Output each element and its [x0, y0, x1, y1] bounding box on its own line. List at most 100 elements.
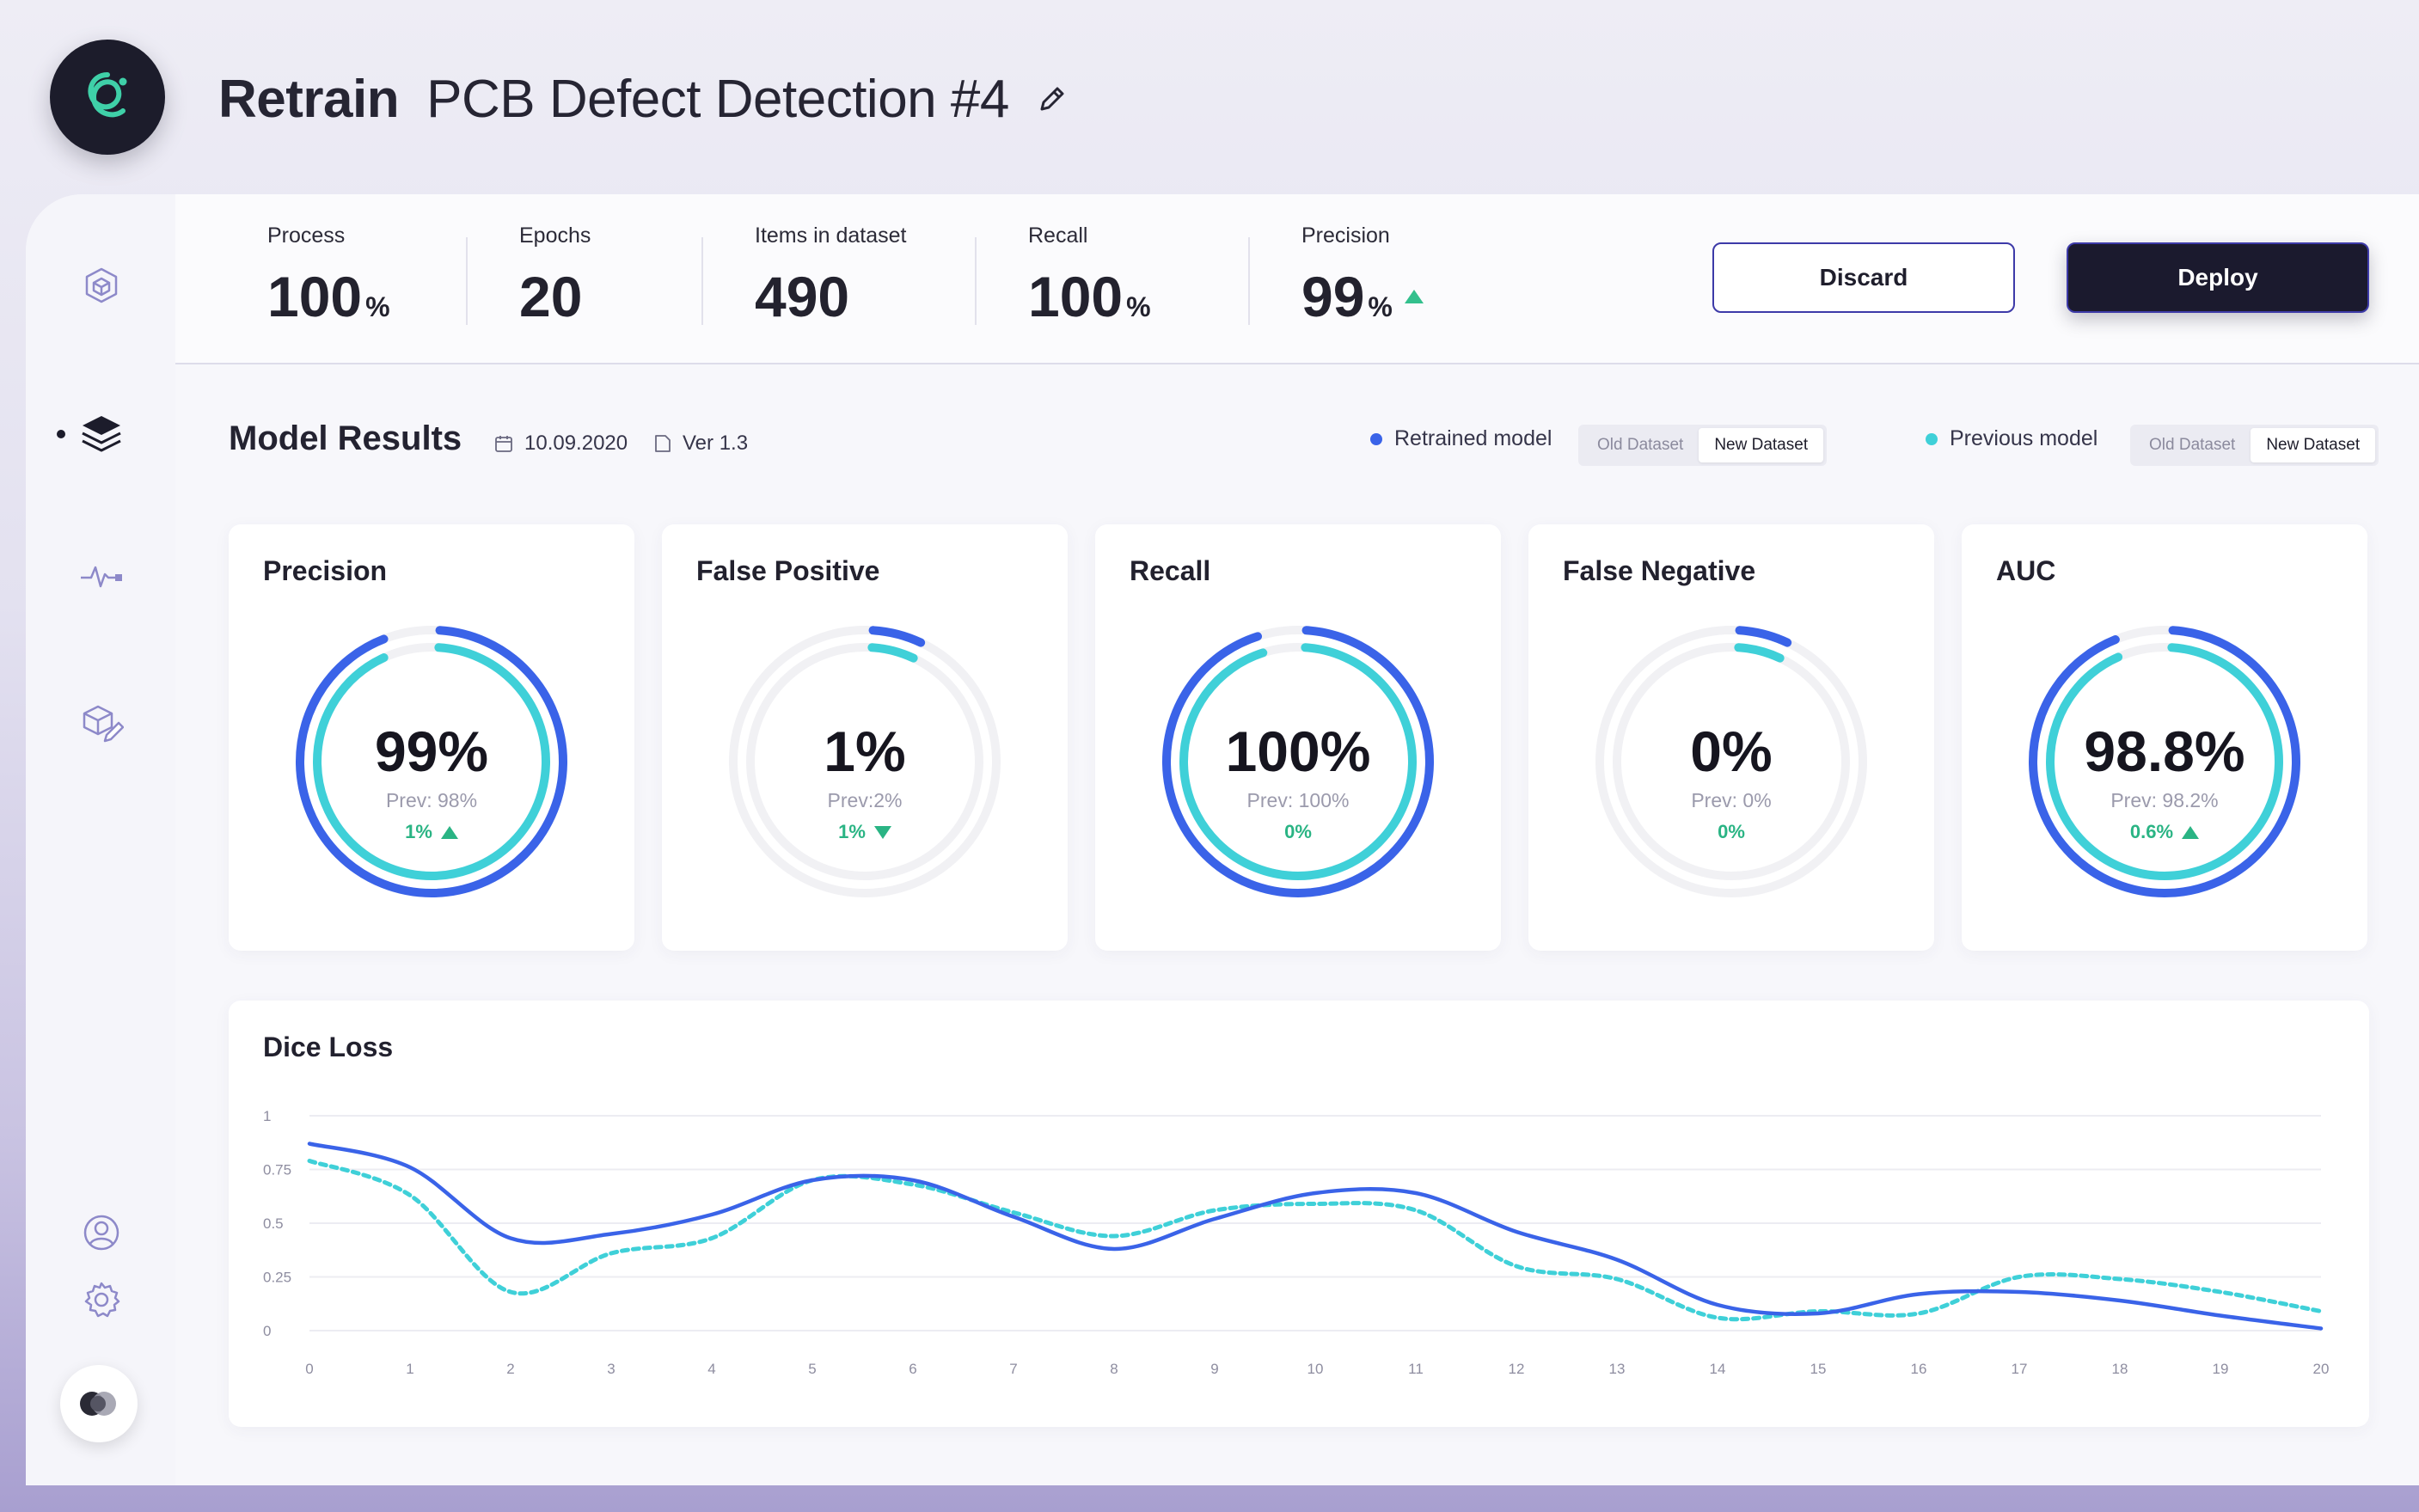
x-tick-label: 7 [1009, 1361, 1017, 1377]
metric-delta-value: 1% [405, 821, 432, 842]
results-date: 10.09.2020 [493, 432, 628, 456]
metric-value: 98.8% [2084, 719, 2245, 783]
metric-card-precision: Precision 99% Prev: 98% 1% [229, 524, 634, 951]
x-tick-label: 1 [406, 1361, 413, 1377]
results-version: Ver 1.3 [653, 432, 748, 456]
x-tick-label: 13 [1609, 1361, 1626, 1377]
chart-title: Dice Loss [263, 1031, 394, 1062]
x-tick-label: 6 [909, 1361, 916, 1377]
y-tick-label: 0 [263, 1323, 271, 1339]
metric-ring [1162, 626, 1434, 897]
sidebar-item-monitoring[interactable] [77, 552, 126, 600]
x-tick-label: 0 [305, 1361, 313, 1377]
toggle-old-dataset[interactable]: Old Dataset [1597, 436, 1684, 454]
metric-value: 99% [374, 719, 489, 783]
x-tick-label: 4 [707, 1361, 715, 1377]
metric-delta-value: 1% [838, 821, 866, 842]
metric-title: False Negative [1563, 555, 1756, 586]
toggle-old-dataset[interactable]: Old Dataset [2149, 436, 2236, 454]
metric-ring [296, 626, 567, 897]
cube-icon [85, 267, 118, 303]
metric-delta: 1% [662, 821, 1068, 843]
trend-down-icon [873, 825, 891, 839]
x-tick-label: 11 [1408, 1361, 1424, 1377]
stat-label: Process [267, 223, 346, 248]
x-tick-label: 12 [1509, 1361, 1525, 1377]
sidebar-item-profile[interactable] [77, 1209, 126, 1257]
metric-card-recall: Recall 100% Prev: 100% 0% [1095, 524, 1501, 951]
current-value-arc [296, 626, 567, 897]
metric-title: False Positive [696, 555, 880, 586]
metric-ring [2029, 626, 2300, 897]
main-content: Process 100% Epochs 20 Items in dataset … [175, 194, 2419, 1485]
stat-label: Precision [1301, 223, 1390, 248]
current-value-arc [2029, 626, 2300, 897]
trend-up-icon [2182, 825, 2200, 839]
gear-icon [84, 1282, 120, 1318]
legend-dot [1926, 432, 1938, 445]
discard-button[interactable]: Discard [1712, 242, 2015, 313]
stat-value: 490 [755, 265, 850, 328]
x-tick-label: 17 [2012, 1361, 2028, 1377]
user-avatar[interactable] [60, 1365, 138, 1442]
page-title-project: PCB Defect Detection #4 [426, 69, 1009, 129]
x-tick-label: 18 [2112, 1361, 2128, 1377]
previous-dataset-toggle: Old Dataset New Dataset [2130, 425, 2379, 466]
stat-epochs: Epochs 20 [519, 223, 591, 329]
metric-ring [729, 626, 1001, 897]
app-logo[interactable] [50, 40, 165, 155]
current-value-arc [1162, 626, 1434, 897]
stat-label: Items in dataset [755, 223, 907, 248]
previous-value-arc [1179, 643, 1417, 880]
toggle-new-dataset[interactable]: New Dataset [1699, 428, 1824, 462]
stat-recall: Recall 100% [1028, 223, 1151, 329]
x-tick-label: 9 [1210, 1361, 1218, 1377]
metric-value: 100% [1225, 719, 1371, 783]
metric-card-auc: AUC 98.8% Prev: 98.2% 0.6% [1962, 524, 2367, 951]
metric-delta-value: 0.6% [2129, 821, 2174, 842]
previous-value-arc [2046, 643, 2283, 880]
sidebar-active-indicator [57, 430, 65, 438]
sidebar-item-settings[interactable] [77, 1276, 126, 1324]
legend-previous: Previous model [1926, 426, 2097, 451]
stat-process: Process 100% [267, 223, 390, 329]
logo-mark-icon [88, 72, 127, 118]
sidebar-item-datasets[interactable] [77, 409, 126, 457]
page-title: Retrain PCB Defect Detection #4 [218, 64, 1073, 134]
results-date-text: 10.09.2020 [524, 432, 628, 455]
stat-precision: Precision 99% [1301, 223, 1424, 329]
x-tick-label: 20 [2313, 1361, 2330, 1377]
user-icon [83, 1215, 119, 1251]
document-icon [655, 435, 671, 452]
y-tick-label: 0.25 [263, 1270, 291, 1286]
stat-divider [1248, 237, 1250, 325]
x-tick-label: 14 [1710, 1361, 1726, 1377]
stats-bar: Process 100% Epochs 20 Items in dataset … [175, 194, 2419, 364]
x-tick-label: 3 [607, 1361, 615, 1377]
sidebar-item-models[interactable] [77, 700, 126, 748]
stat-value: 99 [1301, 265, 1365, 328]
pencil-icon [1040, 87, 1064, 111]
deploy-button[interactable]: Deploy [2067, 242, 2369, 313]
metric-title: Recall [1130, 555, 1211, 586]
stat-unit: % [1368, 291, 1393, 322]
model-edit-icon [83, 705, 124, 743]
metric-previous: Prev: 100% [1246, 789, 1350, 811]
calendar-icon [495, 436, 512, 452]
toggle-new-dataset[interactable]: New Dataset [2251, 428, 2376, 462]
metric-delta-value: 0% [1284, 821, 1312, 842]
metric-card-false-positive: False Positive 1% Prev:2% 1% [662, 524, 1068, 951]
y-tick-label: 0.75 [263, 1162, 291, 1178]
metric-title: AUC [1996, 555, 2056, 586]
series-previous-line [307, 1159, 2324, 1322]
stat-items: Items in dataset 490 [755, 223, 906, 329]
y-tick-label: 1 [263, 1108, 271, 1124]
edit-title-button[interactable] [1035, 80, 1073, 118]
series-retrained-line [307, 1142, 2324, 1331]
retrained-dataset-toggle: Old Dataset New Dataset [1578, 425, 1828, 466]
metric-ring [1595, 626, 1867, 897]
x-tick-label: 16 [1911, 1361, 1927, 1377]
sidebar-item-projects[interactable] [77, 261, 126, 309]
metric-value: 1% [824, 719, 906, 783]
app-shell: Process 100% Epochs 20 Items in dataset … [26, 194, 2419, 1485]
